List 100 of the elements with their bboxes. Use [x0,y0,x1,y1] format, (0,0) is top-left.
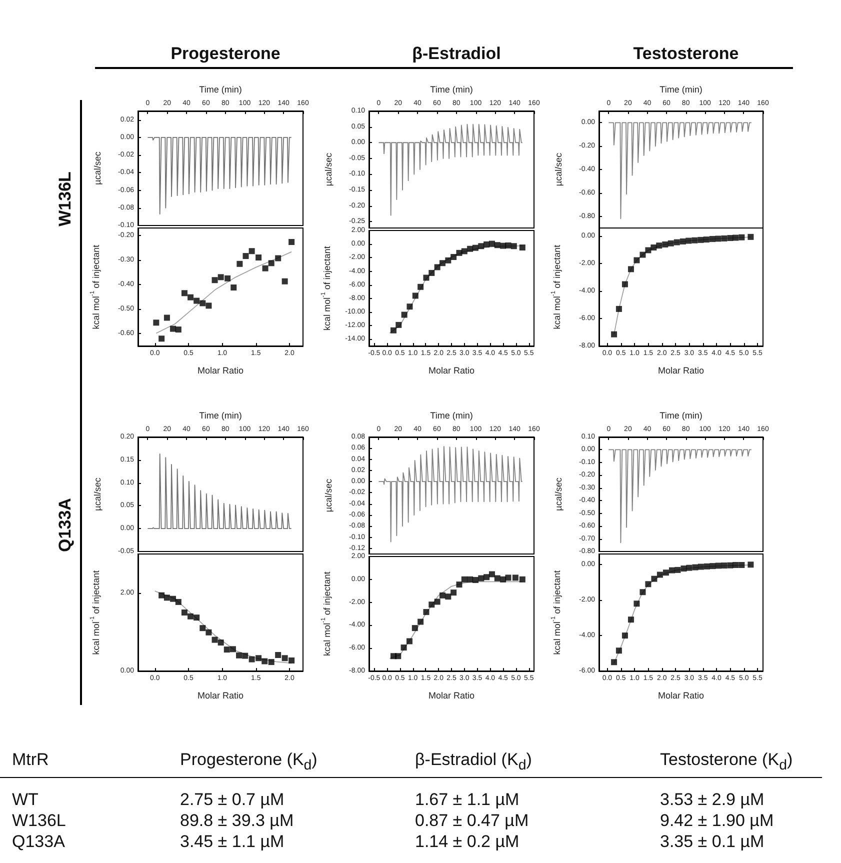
point [282,278,288,284]
point [494,242,500,248]
point [230,646,236,652]
point [175,326,182,333]
chart-title: β-Estradiol [412,44,501,63]
point [686,564,692,571]
point [236,652,242,658]
x-axis-title: Time (min) [199,410,242,420]
point [478,575,484,582]
point [488,571,495,578]
point [456,582,462,588]
point [418,618,424,625]
x-axis-title: Molar Ratio [428,366,475,376]
point [748,562,754,568]
text: W136L [12,811,66,831]
point [406,304,413,310]
x-axis-title: Time (min) [660,410,702,420]
text: 9.42 ± 1.90 µM [660,811,774,831]
y-axis-title: µcal/sec [554,152,564,186]
point [680,566,687,572]
point [275,255,282,262]
point [674,566,681,573]
point [505,574,512,581]
point [656,572,663,578]
text: Q133A [56,498,74,552]
point [164,314,170,321]
point [622,632,628,639]
point [512,574,518,581]
point [288,239,295,246]
point [242,652,248,659]
point [428,602,435,608]
point [236,260,243,267]
point [721,562,728,569]
y-axis-title: µcal/sec [92,151,102,185]
point [262,658,268,664]
point [200,300,206,306]
point [194,614,200,621]
point [662,241,668,248]
point [461,248,468,254]
point [188,613,194,620]
point [282,655,288,662]
point [445,594,452,600]
point [467,246,474,252]
point [445,257,452,264]
point [680,238,686,244]
point [218,640,224,646]
point [709,236,716,242]
point [412,292,418,299]
point [640,589,646,596]
y-axis-title: µcal/sec [324,478,334,512]
point [450,590,457,596]
point [230,284,237,290]
x-axis-title: Time (min) [660,84,702,94]
point [651,576,658,582]
point [727,235,734,242]
point [395,653,402,660]
point [611,659,618,666]
x-axis-title: Time (min) [199,84,242,94]
point [634,257,640,264]
point [519,576,526,582]
point [616,306,622,312]
point [738,234,745,240]
point [628,266,634,272]
point [439,260,446,266]
y-axis-title: µcal/sec [92,477,102,511]
point [650,244,657,250]
point [423,609,430,616]
point [748,234,754,240]
point [721,235,728,242]
point [698,564,704,570]
text: Testosterone (K$_{d}$) [660,750,793,776]
text: Q133A [12,832,65,852]
point [710,563,716,570]
x-axis-title: Molar Ratio [658,366,704,376]
point [423,274,430,281]
text: 3.45 ± 1.1 µM [180,832,284,852]
point [188,294,194,300]
line-series [147,136,292,214]
point [390,327,396,334]
point [262,265,268,272]
point [456,250,462,256]
line-series [378,124,523,216]
chart-title: Progesterone [170,44,280,63]
point [668,567,675,574]
point [418,284,424,290]
point [732,234,739,241]
point [467,576,474,582]
x-axis-title: Time (min) [430,84,473,94]
point [170,326,176,332]
point [634,600,640,607]
text: MtrR [12,750,49,770]
point [434,598,440,605]
point [268,260,274,266]
point [628,616,634,623]
point [153,320,160,326]
y-axis-title: µcal/sec [554,477,564,511]
point [194,298,200,304]
point [212,277,218,284]
point [242,253,249,260]
point [275,652,282,658]
